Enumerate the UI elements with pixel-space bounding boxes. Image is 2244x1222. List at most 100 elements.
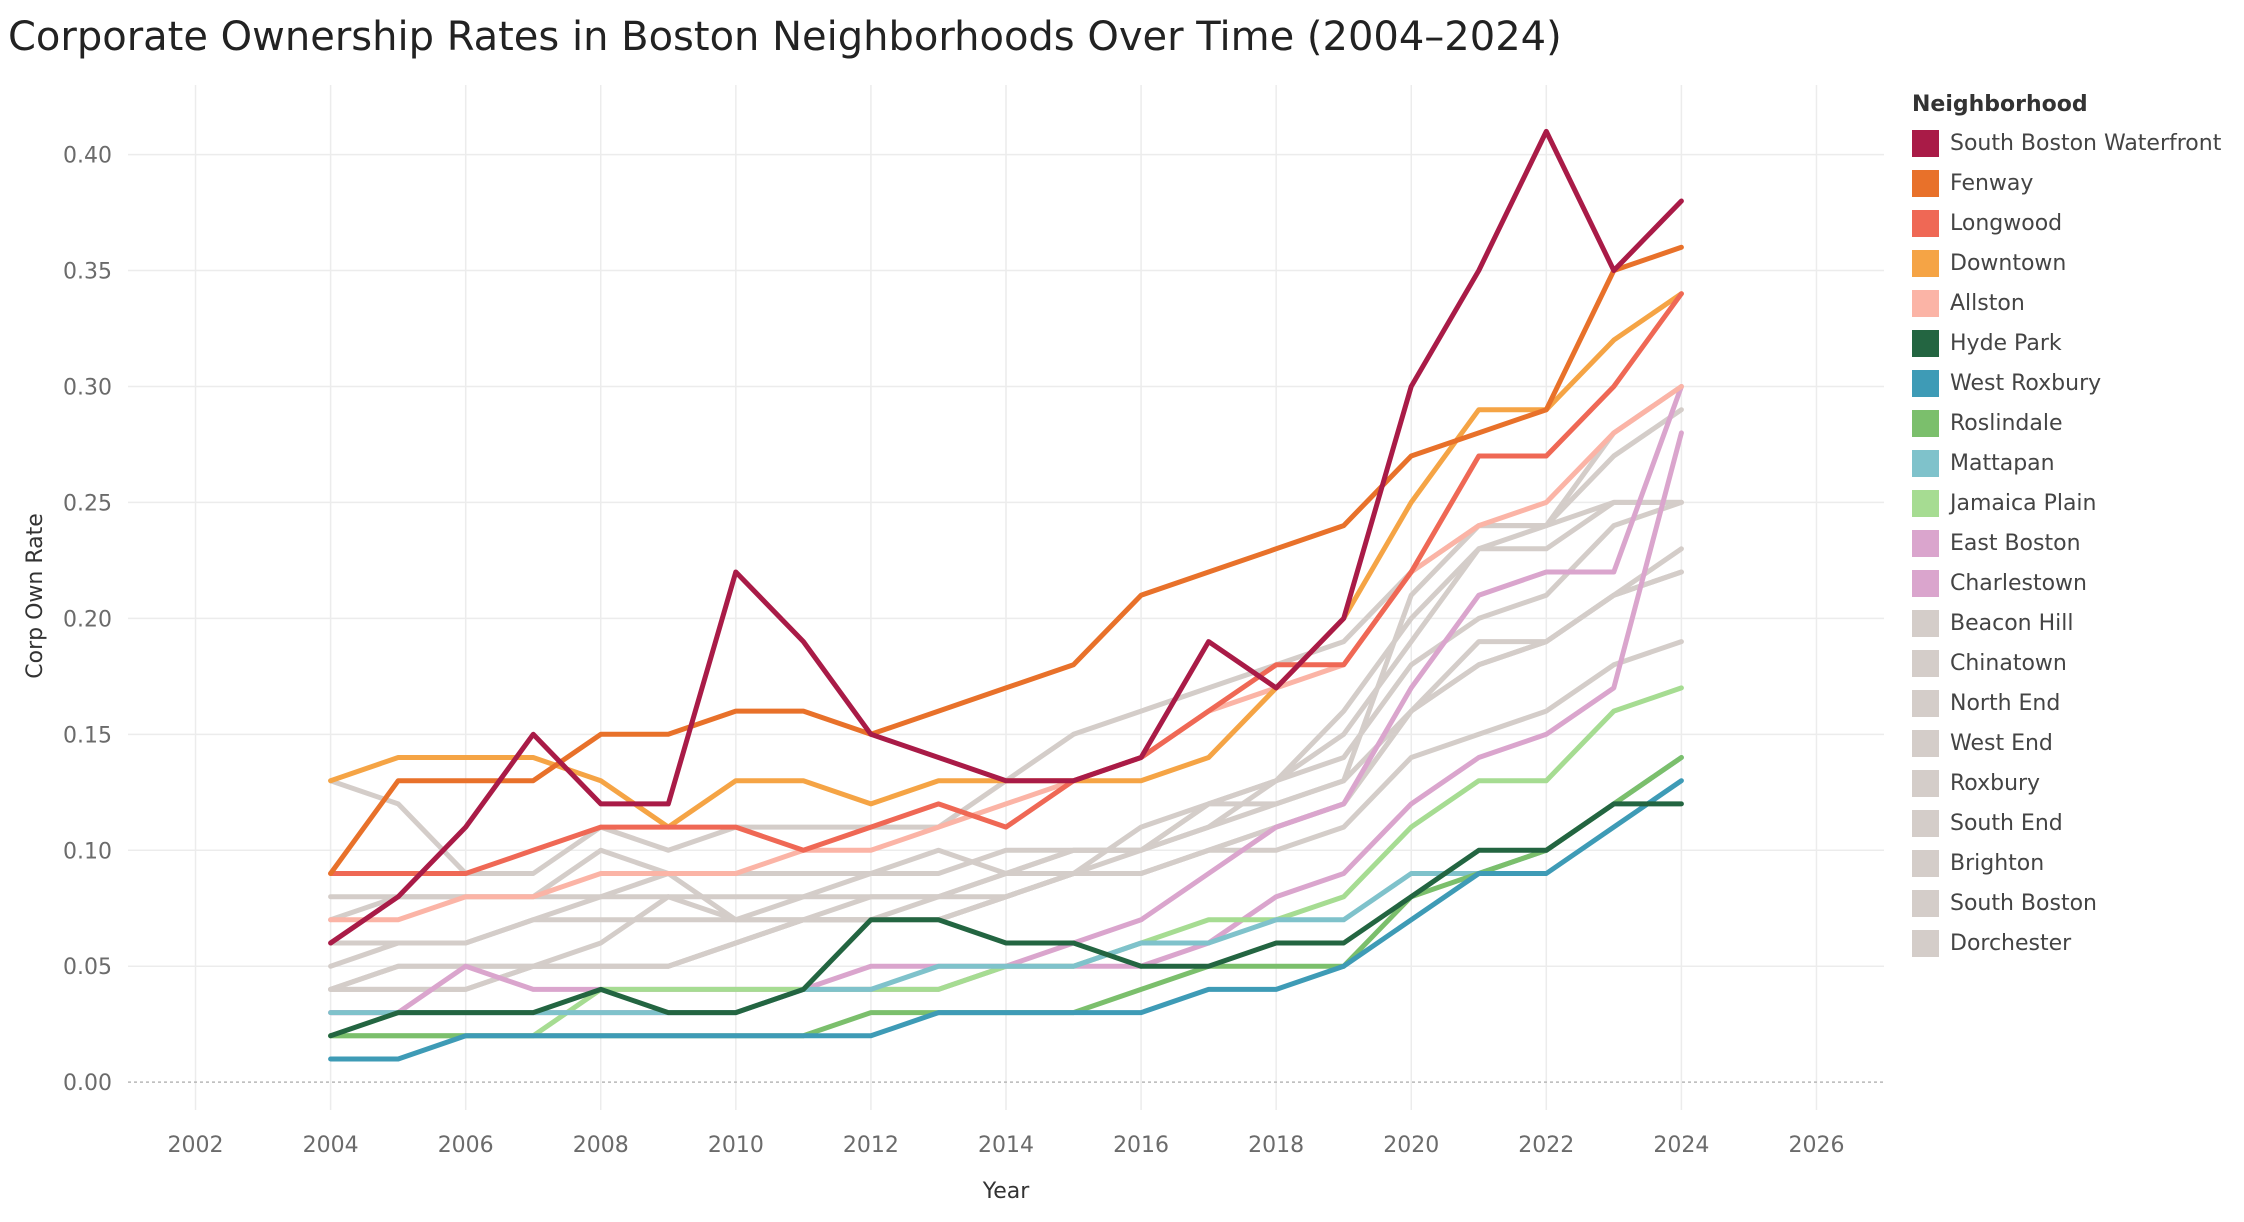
legend-label: Charlestown	[1950, 570, 2087, 596]
legend-label: Beacon Hill	[1950, 610, 2074, 636]
x-tick-label: 2008	[573, 1133, 629, 1158]
x-tick-label: 2022	[1518, 1133, 1574, 1158]
legend-item-roslindale[interactable]: Roslindale	[1912, 403, 2221, 443]
y-tick-label: 0.35	[63, 260, 112, 285]
legend-label: South End	[1950, 810, 2063, 836]
legend-swatch	[1912, 249, 1939, 277]
legend-swatch	[1912, 169, 1939, 197]
legend-swatch	[1912, 529, 1939, 557]
legend-title: Neighborhood	[1912, 92, 2088, 117]
x-tick-label: 2018	[1248, 1133, 1304, 1158]
legend-item-south-boston-waterfront[interactable]: South Boston Waterfront	[1912, 123, 2221, 163]
legend-item-fenway[interactable]: Fenway	[1912, 163, 2221, 203]
y-axis-ticks: 0.00 0.05 0.10 0.15 0.20 0.25 0.30 0.35 0.40	[63, 144, 112, 1097]
legend-label: Roxbury	[1950, 770, 2041, 796]
series-line-longwood	[328, 291, 1684, 876]
legend-label: Longwood	[1950, 210, 2063, 236]
legend-item-north-end[interactable]: North End	[1912, 683, 2221, 723]
legend-item-charlestown[interactable]: Charlestown	[1912, 563, 2221, 603]
x-axis-ticks: 2002 2004 2006 2008 2010 2012 2014 2016 2018 2020…	[168, 1133, 1845, 1158]
legend-item-mattapan[interactable]: Mattapan	[1912, 443, 2221, 483]
series-line-mattapan	[328, 755, 1684, 1016]
series-line-north-end	[328, 499, 1684, 923]
series-line-fenway	[328, 244, 1684, 876]
legend-swatch	[1912, 889, 1939, 917]
legend-label: Brighton	[1950, 850, 2045, 876]
legend-item-beacon-hill[interactable]: Beacon Hill	[1912, 603, 2221, 643]
x-tick-label: 2006	[438, 1133, 494, 1158]
legend-swatch	[1912, 729, 1939, 757]
legend-item-chinatown[interactable]: Chinatown	[1912, 643, 2221, 683]
y-tick-label: 0.15	[63, 723, 112, 748]
legend-label: Chinatown	[1950, 650, 2067, 676]
legend-label: Roslindale	[1950, 410, 2063, 436]
legend-label: Fenway	[1950, 170, 2034, 196]
grid	[128, 85, 1884, 1110]
legend-swatch	[1912, 369, 1939, 397]
legend-label: South Boston	[1950, 890, 2097, 916]
legend-swatch	[1912, 569, 1939, 597]
legend: Neighborhood South Boston Waterfront Fenw…	[1912, 92, 2221, 963]
x-tick-label: 2014	[978, 1133, 1034, 1158]
legend-label: West Roxbury	[1950, 370, 2102, 396]
legend-swatch	[1912, 409, 1939, 437]
legend-item-brighton[interactable]: Brighton	[1912, 843, 2221, 883]
series-line-south-boston-waterfront	[328, 128, 1684, 946]
legend-item-roxbury[interactable]: Roxbury	[1912, 763, 2221, 803]
x-axis-title: Year	[982, 1179, 1031, 1204]
x-tick-label: 2004	[303, 1133, 359, 1158]
legend-label: Dorchester	[1950, 930, 2072, 956]
legend-item-hyde-park[interactable]: Hyde Park	[1912, 323, 2221, 363]
legend-swatch	[1912, 689, 1939, 717]
legend-swatch	[1912, 609, 1939, 637]
legend-item-south-end[interactable]: South End	[1912, 803, 2221, 843]
legend-label: Allston	[1950, 290, 2025, 316]
series-line-south-end	[328, 569, 1684, 992]
series-line-west-roxbury	[328, 778, 1684, 1062]
legend-item-longwood[interactable]: Longwood	[1912, 203, 2221, 243]
legend-item-downtown[interactable]: Downtown	[1912, 243, 2221, 283]
legend-label: East Boston	[1950, 530, 2081, 556]
x-tick-label: 2002	[168, 1133, 224, 1158]
x-tick-label: 2012	[843, 1133, 899, 1158]
y-tick-label: 0.25	[63, 491, 112, 516]
y-tick-label: 0.40	[63, 144, 112, 169]
legend-swatch	[1912, 449, 1939, 477]
y-tick-label: 0.20	[63, 607, 112, 632]
legend-label: West End	[1950, 730, 2053, 756]
legend-swatch	[1912, 289, 1939, 317]
x-tick-label: 2020	[1383, 1133, 1439, 1158]
legend-swatch	[1912, 849, 1939, 877]
legend-item-dorchester[interactable]: Dorchester	[1912, 923, 2221, 963]
legend-label: North End	[1950, 690, 2061, 716]
legend-label: Jamaica Plain	[1950, 490, 2097, 516]
legend-item-west-end[interactable]: West End	[1912, 723, 2221, 763]
series-lines	[328, 128, 1684, 1062]
legend-label: South Boston Waterfront	[1950, 130, 2222, 156]
line-chart: 0.00 0.05 0.10 0.15 0.20 0.25 0.30 0.35 0.40 200…	[23, 85, 1884, 1204]
legend-swatch	[1912, 129, 1939, 157]
series-line-hyde-park	[328, 801, 1684, 1039]
legend-label: Mattapan	[1950, 450, 2055, 476]
legend-swatch	[1912, 489, 1939, 517]
legend-label: Downtown	[1950, 250, 2067, 276]
legend-item-south-boston[interactable]: South Boston	[1912, 883, 2221, 923]
x-tick-label: 2026	[1788, 1133, 1844, 1158]
x-tick-label: 2010	[708, 1133, 764, 1158]
legend-label: Hyde Park	[1950, 330, 2062, 356]
legend-item-east-boston[interactable]: East Boston	[1912, 523, 2221, 563]
y-tick-label: 0.30	[63, 375, 112, 400]
series-line-allston	[328, 384, 1684, 923]
legend-swatch	[1912, 809, 1939, 837]
y-tick-label: 0.10	[63, 839, 112, 864]
legend-swatch	[1912, 769, 1939, 797]
legend-item-jamaica-plain[interactable]: Jamaica Plain	[1912, 483, 2221, 523]
legend-swatch	[1912, 649, 1939, 677]
legend-item-allston[interactable]: Allston	[1912, 283, 2221, 323]
y-tick-label: 0.00	[63, 1071, 112, 1096]
legend-swatch	[1912, 329, 1939, 357]
legend-item-west-roxbury[interactable]: West Roxbury	[1912, 363, 2221, 403]
legend-swatch	[1912, 929, 1939, 957]
chart-title: Corporate Ownership Rates in Boston Neig…	[8, 14, 1562, 60]
series-line-chinatown	[328, 384, 1684, 900]
